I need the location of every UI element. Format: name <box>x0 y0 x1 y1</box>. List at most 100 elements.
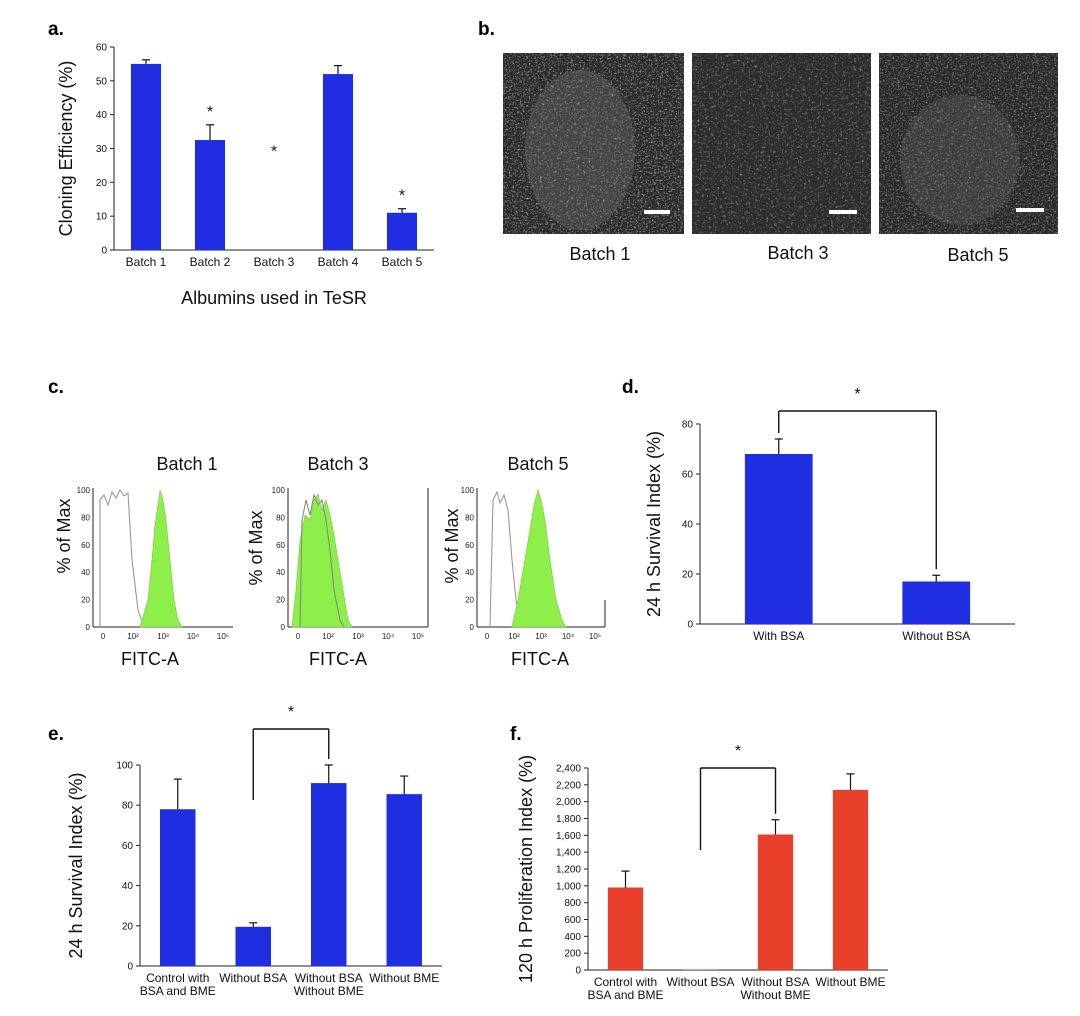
y-tick-label: 1,600 <box>556 831 581 842</box>
histogram-y-tick: 60 <box>276 541 285 550</box>
x-tick-label: Without BME <box>740 988 810 1002</box>
scale-bar <box>1016 208 1044 212</box>
y-tick-label: 40 <box>122 881 134 892</box>
chart-f-proliferation-index: 0 200 400 600 800 1,000 1,200 1,400 1,600 1,800 2,… <box>516 743 888 1002</box>
histogram-y-tick: 0 <box>86 623 91 632</box>
comparison-star: * <box>735 743 741 760</box>
y-tick-label: 20 <box>122 921 134 932</box>
histogram-x-tick: 10² <box>508 632 520 641</box>
histogram-y-tick: 20 <box>276 596 285 605</box>
histogram-y-tick: 60 <box>81 541 90 550</box>
histogram-title: Batch 3 <box>307 454 368 474</box>
y-tick-label: 0 <box>687 620 693 631</box>
histogram-y-tick: 80 <box>276 513 285 522</box>
y-tick-label: 0 <box>575 966 581 977</box>
histogram-y-tick: 100 <box>272 486 286 495</box>
y-tick-label: 30 <box>96 144 108 155</box>
x-tick-label: Batch 4 <box>318 255 359 269</box>
y-tick-label: 200 <box>564 949 581 960</box>
y-tick-label: 10 <box>96 212 108 223</box>
histogram-y-label: % of Max <box>246 510 266 585</box>
y-tick-label: 80 <box>122 801 134 812</box>
x-axis-label: Albumins used in TeSR <box>181 288 367 308</box>
stained-trace <box>511 488 567 628</box>
histogram-y-tick: 0 <box>281 623 286 632</box>
micrograph-batch-1 <box>503 53 684 234</box>
micrograph-label: Batch 3 <box>767 243 828 263</box>
control-trace <box>299 493 345 628</box>
micrograph-batch-5 <box>879 53 1058 234</box>
x-tick-label: Batch 5 <box>382 255 423 269</box>
histogram-y-tick: 100 <box>77 486 91 495</box>
bar <box>386 794 422 966</box>
histogram-y-tick: 80 <box>81 513 90 522</box>
control-trace <box>489 490 523 628</box>
x-tick-label: Control with <box>146 971 209 985</box>
x-tick-label: Without BME <box>815 975 885 989</box>
histogram-x-tick: 10² <box>127 632 139 641</box>
histogram-y-tick: 100 <box>461 486 475 495</box>
x-tick-label: BSA and BME <box>140 984 216 998</box>
x-tick-label: Batch 2 <box>190 255 231 269</box>
y-tick-label: 1,800 <box>556 814 581 825</box>
panel-label-d: d. <box>622 377 639 398</box>
histogram-y-tick: 20 <box>81 596 90 605</box>
bar <box>130 63 162 250</box>
histogram-x-tick: 0 <box>101 632 106 641</box>
y-tick-label: 20 <box>682 570 694 581</box>
bar <box>902 581 971 624</box>
significance-star: * <box>271 144 277 161</box>
y-tick-label: 80 <box>682 420 694 431</box>
histogram-batch-5: Batch 5 % of Max FITC-A <box>442 454 606 669</box>
y-tick-label: 800 <box>564 898 581 909</box>
y-axis-label: 24 h Survival Index (%) <box>66 772 86 958</box>
micrograph-label: Batch 5 <box>947 245 1008 265</box>
y-tick-label: 2,400 <box>556 764 581 775</box>
panel-label-b: b. <box>478 19 495 40</box>
y-axis-label: 120 h Proliferation Index (%) <box>516 755 536 983</box>
histogram-title: Batch 1 <box>156 454 217 474</box>
y-tick-label: 60 <box>682 470 694 481</box>
y-axis-label: 24 h Survival Index (%) <box>644 431 664 617</box>
x-tick-label: Without BSA <box>902 629 970 643</box>
histogram-x-label: FITC-A <box>121 649 179 669</box>
bar <box>607 887 644 970</box>
y-tick-label: 40 <box>96 110 108 121</box>
stained-trace <box>291 493 353 628</box>
histogram-x-tick: 10⁴ <box>562 632 575 641</box>
histogram-x-label: FITC-A <box>309 649 367 669</box>
y-tick-label: 1,200 <box>556 865 581 876</box>
x-tick-label: Without BSA <box>295 971 363 985</box>
stained-trace <box>139 489 183 628</box>
histogram-x-label: FITC-A <box>511 649 569 669</box>
histogram-y-tick: 40 <box>465 568 474 577</box>
bar <box>235 926 271 966</box>
control-trace <box>99 488 145 628</box>
histogram-y-label: % of Max <box>442 508 462 583</box>
histogram-x-tick: 10² <box>322 632 334 641</box>
histogram-x-tick: 10⁵ <box>217 632 229 641</box>
x-tick-label: Without BSA <box>741 975 809 989</box>
bar <box>194 140 226 250</box>
histogram-y-label: % of Max <box>54 498 74 573</box>
x-tick-label: Without BME <box>294 984 364 998</box>
histogram-batch-1: Batch 1 % of Max FITC-A <box>54 454 233 669</box>
scale-bar <box>644 210 670 214</box>
comparison-star: * <box>854 386 860 403</box>
panel-label-f: f. <box>510 724 522 745</box>
comparison-star: * <box>288 704 294 721</box>
bar <box>832 789 869 970</box>
bar <box>744 454 813 624</box>
significance-star: * <box>399 188 405 205</box>
histogram-y-tick: 20 <box>465 596 474 605</box>
significance-star: * <box>207 104 213 121</box>
x-tick-label: With BSA <box>753 629 804 643</box>
y-axis-label: Cloning Efficiency (%) <box>56 61 76 237</box>
histogram-x-tick: 10³ <box>535 632 547 641</box>
y-tick-label: 50 <box>96 76 108 87</box>
histogram-x-tick: 10⁵ <box>589 632 601 641</box>
histogram-x-tick: 10⁴ <box>187 632 200 641</box>
y-tick-label: 100 <box>116 761 133 772</box>
